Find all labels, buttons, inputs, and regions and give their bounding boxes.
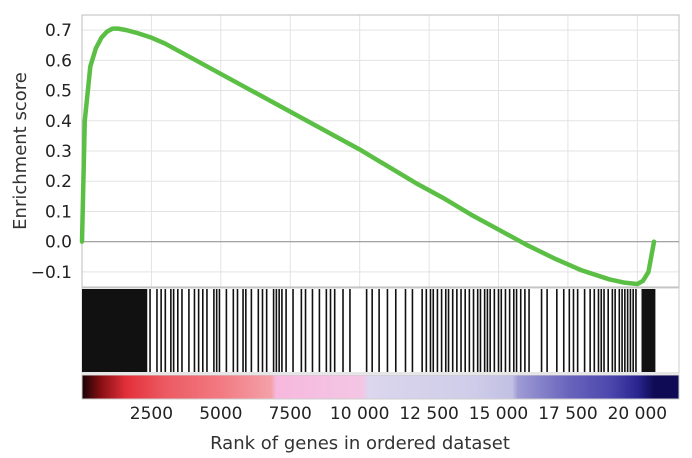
x-axis-tick-labels: 2500 5000 7500 10 000 12 500 15 000 17 500 20 0… bbox=[130, 404, 667, 424]
x-tick-label: 20 000 bbox=[608, 404, 667, 424]
y-tick-label: −0.1 bbox=[31, 263, 72, 283]
x-tick-label: 7500 bbox=[269, 404, 312, 424]
y-tick-label: 0.5 bbox=[45, 82, 72, 102]
x-tick-label: 12 500 bbox=[399, 404, 458, 424]
y-tick-label: 0.6 bbox=[45, 51, 72, 71]
grid-lines bbox=[82, 15, 679, 287]
y-tick-label: 0.0 bbox=[45, 233, 72, 253]
hit-block bbox=[641, 289, 656, 372]
y-axis-title: Enrichment score bbox=[10, 72, 31, 230]
x-tick-label: 15 000 bbox=[469, 404, 528, 424]
y-tick-label: 0.4 bbox=[45, 112, 72, 132]
x-tick-label: 17 500 bbox=[538, 404, 597, 424]
ranked-list-color-bar bbox=[81, 374, 680, 400]
y-tick-label: 0.7 bbox=[45, 21, 72, 41]
y-tick-label: 0.2 bbox=[45, 172, 72, 192]
x-tick-label: 5000 bbox=[199, 404, 242, 424]
x-tick-label: 10 000 bbox=[330, 404, 389, 424]
gene-hit-marks bbox=[82, 289, 656, 372]
x-tick-label: 2500 bbox=[130, 404, 173, 424]
hit-block bbox=[82, 289, 148, 372]
y-tick-label: 0.1 bbox=[45, 202, 72, 222]
enrichment-score-line bbox=[79, 26, 657, 287]
y-axis-tick-labels: 0.7 0.6 0.5 0.4 0.3 0.2 0.1 0.0 −0.1 bbox=[31, 21, 72, 283]
x-axis-title: Rank of genes in ordered dataset bbox=[210, 433, 510, 454]
y-tick-label: 0.3 bbox=[45, 142, 72, 162]
